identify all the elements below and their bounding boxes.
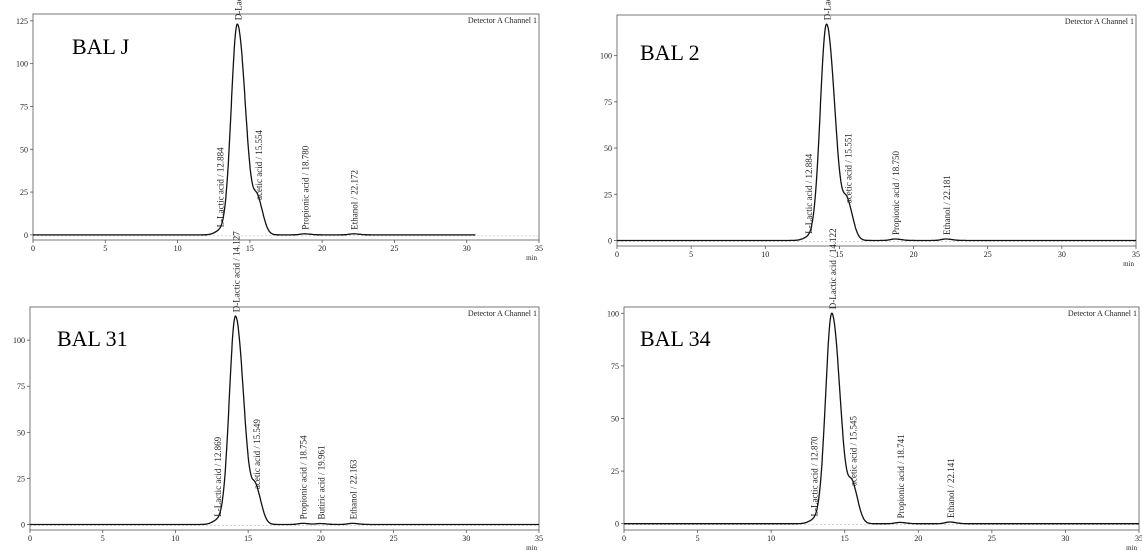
chromatogram-trace	[30, 315, 539, 526]
y-tick-label: 25	[20, 188, 28, 197]
y-tick-label: 75	[604, 98, 612, 107]
x-axis-unit: min	[526, 544, 537, 552]
detector-label: Detector A Channel 1	[1068, 309, 1137, 318]
peak-label: Propionic acid / 18.780	[301, 145, 311, 229]
peak-label: acetic acid / 15.554	[254, 130, 264, 200]
peak-label: Propionic acid / 18.750	[891, 151, 901, 235]
x-tick-label: 35	[1135, 534, 1142, 543]
detector-label: Detector A Channel 1	[1065, 17, 1134, 26]
x-tick-label: 15	[246, 244, 254, 253]
peak-label: D-Lactic acid / 14.122	[828, 228, 838, 309]
peak-label: D-Lactic acid / 14.132	[233, 0, 243, 20]
peak-label: L-Lactic acid / 12.870	[809, 436, 819, 516]
x-tick-label: 25	[984, 250, 992, 259]
x-tick-label: 25	[390, 534, 398, 543]
peak-label: Ethanol / 22.163	[348, 459, 358, 519]
y-tick-label: 75	[17, 382, 25, 391]
x-tick-label: 10	[171, 534, 179, 543]
detector-label: Detector A Channel 1	[468, 309, 537, 318]
peak-label: L-Lactic acid / 12.884	[215, 147, 225, 227]
peak-label: L-Lactic acid / 12.869	[213, 436, 223, 516]
x-tick-label: 15	[841, 534, 849, 543]
peak-label: Ethanol / 22.141	[946, 458, 956, 518]
x-tick-label: 5	[689, 250, 693, 259]
peak-label: acetic acid / 15.551	[844, 133, 854, 203]
x-tick-label: 0	[31, 244, 35, 253]
x-tick-label: 25	[988, 534, 996, 543]
y-tick-label: 0	[615, 520, 619, 529]
y-tick-label: 25	[611, 467, 619, 476]
y-tick-label: 0	[608, 236, 612, 245]
x-tick-label: 35	[1132, 250, 1140, 259]
peak-label: Ethanol / 22.181	[942, 175, 952, 235]
x-tick-label: 5	[696, 534, 700, 543]
x-tick-label: 20	[914, 534, 922, 543]
y-tick-label: 75	[611, 362, 619, 371]
y-tick-label: 100	[16, 60, 28, 69]
chromatogram-trace	[617, 23, 1136, 242]
x-axis-unit: min	[526, 254, 537, 262]
y-tick-label: 50	[611, 415, 619, 424]
sample-title: BAL J	[72, 34, 130, 59]
x-tick-label: 0	[615, 250, 619, 259]
x-tick-label: 10	[174, 244, 182, 253]
y-tick-label: 100	[607, 309, 619, 318]
y-tick-label: 75	[20, 102, 28, 111]
x-axis-unit: min	[1126, 544, 1137, 552]
y-tick-label: 0	[24, 231, 28, 240]
peak-label: Propionic acid / 18.754	[299, 435, 309, 519]
x-tick-label: 10	[761, 250, 769, 259]
x-tick-label: 25	[390, 244, 398, 253]
peak-label: acetic acid / 15.545	[849, 416, 859, 486]
y-tick-label: 50	[17, 428, 25, 437]
x-tick-label: 30	[463, 244, 471, 253]
x-axis-unit: min	[1123, 260, 1134, 268]
x-tick-label: 15	[244, 534, 252, 543]
x-tick-label: 20	[910, 250, 918, 259]
y-tick-label: 25	[17, 474, 25, 483]
chromatogram-trace	[33, 23, 476, 236]
y-tick-label: 100	[600, 52, 612, 61]
sample-title: BAL 2	[640, 40, 700, 65]
x-tick-label: 30	[462, 534, 470, 543]
y-tick-label: 50	[604, 144, 612, 153]
sample-title: BAL 34	[640, 326, 711, 351]
peak-label: Butiric acid / 19.961	[316, 446, 326, 520]
x-tick-label: 35	[535, 534, 543, 543]
x-tick-label: 35	[535, 244, 543, 253]
y-tick-label: 50	[20, 145, 28, 154]
peak-label: D-Lactic acid / 14.129	[823, 0, 833, 20]
x-tick-label: 15	[835, 250, 843, 259]
peak-label: D-Lactic acid / 14.127	[231, 231, 241, 312]
plot-frame	[29, 306, 540, 531]
y-tick-label: 0	[21, 520, 25, 529]
x-tick-label: 20	[317, 534, 325, 543]
x-tick-label: 0	[28, 534, 32, 543]
x-tick-label: 5	[103, 244, 107, 253]
peak-label: Ethanol / 22.172	[350, 170, 360, 230]
detector-label: Detector A Channel 1	[468, 16, 537, 25]
y-tick-label: 25	[604, 190, 612, 199]
y-tick-label: 100	[13, 336, 25, 345]
x-tick-label: 20	[318, 244, 326, 253]
y-tick-label: 125	[16, 17, 28, 26]
x-tick-label: 5	[101, 534, 105, 543]
x-tick-label: 10	[767, 534, 775, 543]
plot-frame	[616, 14, 1137, 247]
peak-label: acetic acid / 15.549	[252, 419, 262, 489]
x-tick-label: 0	[622, 534, 626, 543]
chromatogram-trace	[624, 312, 1139, 525]
peak-label: Propionic acid / 18.741	[896, 434, 906, 518]
plot-frame	[32, 13, 540, 241]
x-tick-label: 30	[1058, 250, 1066, 259]
sample-title: BAL 31	[57, 326, 128, 351]
x-tick-label: 30	[1061, 534, 1069, 543]
peak-label: L-Lactic acid / 12.884	[804, 153, 814, 233]
